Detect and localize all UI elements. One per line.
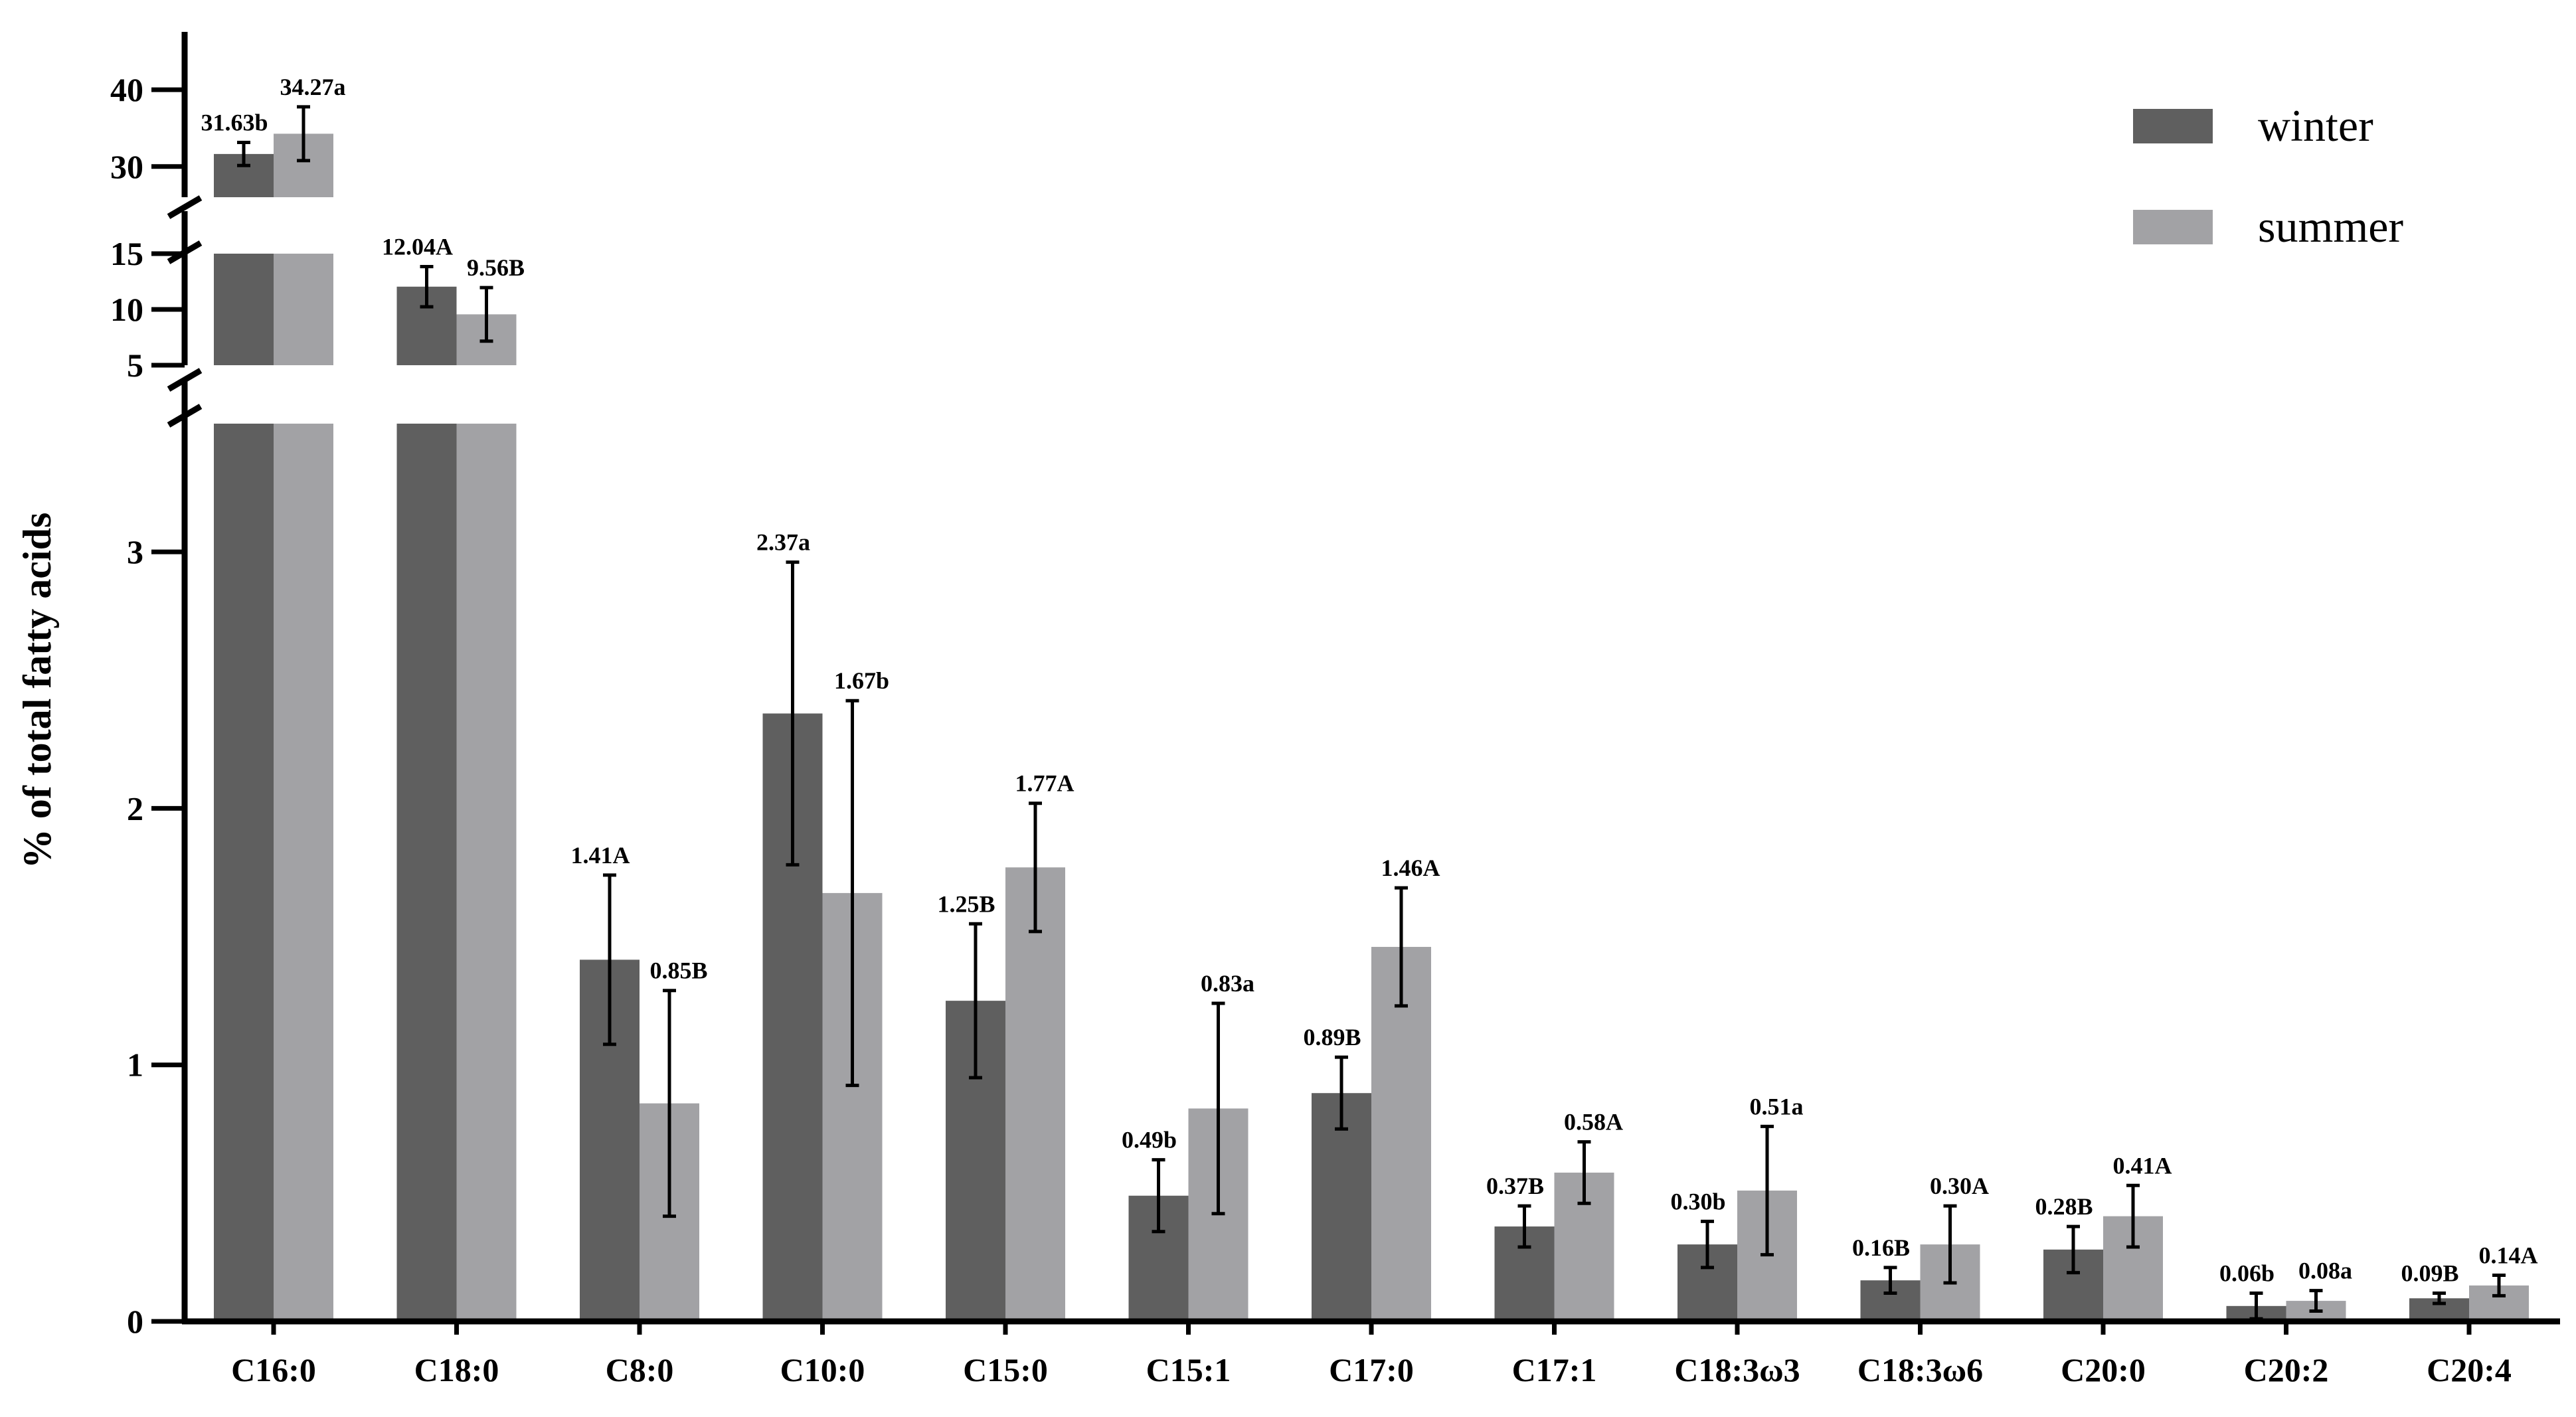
x-tick-label-C20:4: C20:4 — [2427, 1351, 2512, 1388]
bar-winter-C16:0-segment-0 — [214, 424, 274, 1321]
error-bar-winter-C10:0 — [786, 560, 800, 867]
y-tick-label-30: 30 — [110, 148, 143, 185]
y-tick-label-0: 0 — [127, 1303, 143, 1340]
bar-summer-C16:0-segment-1 — [274, 254, 333, 365]
bar-winter-C16:0-segment-1 — [214, 254, 274, 365]
y-tick-label-15: 15 — [110, 235, 143, 272]
y-tick-label-5: 5 — [127, 347, 143, 384]
data-label-summer-C20:2: 0.08a — [2298, 1258, 2352, 1284]
error-bar-summer-C17:0 — [1395, 886, 1408, 1008]
bar-summer-C15:0 — [1005, 867, 1065, 1321]
data-label-winter-C20:4: 0.09B — [2401, 1260, 2458, 1287]
data-label-winter-C18:0: 12.04A — [382, 233, 453, 260]
legend-label-summer: summer — [2258, 201, 2403, 252]
y-tick-label-40: 40 — [110, 71, 143, 108]
data-label-summer-C20:4: 0.14A — [2479, 1242, 2538, 1268]
bar-summer-C18:0-segment-0 — [456, 424, 517, 1321]
x-tick-label-C15:1: C15:1 — [1146, 1351, 1231, 1388]
data-label-summer-C18:3ω3: 0.51a — [1750, 1093, 1804, 1120]
x-tick-label-C20:2: C20:2 — [2244, 1351, 2329, 1388]
legend-entry-winter: winter — [2133, 100, 2373, 151]
y-tick-label-10: 10 — [110, 291, 143, 328]
data-label-summer-C18:3ω6: 0.30A — [1930, 1173, 1989, 1199]
bar-winter-C18:0-segment-0 — [396, 424, 457, 1321]
data-label-winter-C20:2: 0.06b — [2219, 1260, 2275, 1287]
x-tick-label-C16:0: C16:0 — [231, 1351, 316, 1388]
error-bar-summer-C18:3ω6 — [1943, 1204, 1957, 1285]
error-bar-winter-C8:0 — [603, 873, 616, 1046]
error-bar-summer-C20:0 — [2126, 1183, 2140, 1249]
y-axis-label: % of total fatty acids — [15, 513, 59, 869]
error-bar-winter-C17:0 — [1335, 1055, 1348, 1131]
data-label-winter-C18:3ω3: 0.30b — [1670, 1188, 1725, 1214]
error-bar-summer-C15:1 — [1211, 1001, 1225, 1216]
data-label-winter-C20:0: 0.28B — [2035, 1193, 2093, 1220]
error-bar-winter-C16:0 — [237, 141, 250, 167]
error-bar-summer-C8:0 — [663, 989, 676, 1218]
data-label-winter-C17:0: 0.89B — [1303, 1024, 1361, 1050]
data-label-winter-C8:0: 1.41A — [571, 842, 630, 869]
bar-summer-C17:0 — [1371, 947, 1431, 1321]
error-bar-winter-C20:4 — [2433, 1292, 2446, 1305]
bars-layer — [214, 105, 2529, 1321]
data-label-summer-C15:1: 0.83a — [1201, 970, 1254, 997]
data-label-winter-C18:3ω6: 0.16B — [1852, 1234, 1910, 1261]
data-label-summer-C16:0: 34.27a — [280, 74, 346, 100]
data-label-summer-C17:1: 0.58A — [1564, 1109, 1623, 1135]
data-label-summer-C10:0: 1.67b — [834, 667, 889, 694]
data-label-winter-C16:0: 31.63b — [201, 110, 268, 136]
bar-winter-C17:0 — [1312, 1093, 1371, 1321]
error-bar-winter-C18:3ω3 — [1701, 1219, 1714, 1270]
legend-swatch-winter — [2133, 109, 2213, 143]
data-label-summer-C20:0: 0.41A — [2113, 1152, 2172, 1179]
axis-break-mark — [167, 404, 203, 428]
x-tick-label-C10:0: C10:0 — [780, 1351, 865, 1388]
error-bar-summer-C20:4 — [2492, 1273, 2506, 1297]
error-bar-winter-C20:0 — [2067, 1224, 2080, 1275]
error-bar-winter-C17:1 — [1517, 1204, 1531, 1249]
y-tick-label-2: 2 — [127, 790, 143, 827]
error-bar-summer-C10:0 — [845, 699, 859, 1088]
data-label-winter-C15:1: 0.49b — [1122, 1127, 1177, 1153]
x-tick-label-C18:3ω6: C18:3ω6 — [1857, 1351, 1983, 1388]
error-bar-winter-C18:3ω6 — [1883, 1266, 1897, 1295]
legend-label-winter: winter — [2258, 100, 2373, 151]
x-tick-label-C8:0: C8:0 — [606, 1351, 674, 1388]
data-label-summer-C15:0: 1.77A — [1015, 770, 1074, 797]
legend-swatch-summer — [2133, 210, 2213, 244]
axis-break-mark — [167, 195, 203, 219]
y-tick-label-3: 3 — [127, 533, 143, 570]
legend-entry-summer: summer — [2133, 201, 2403, 252]
x-tick-label-C18:0: C18:0 — [414, 1351, 499, 1388]
x-tick-label-C17:1: C17:1 — [1512, 1351, 1597, 1388]
error-bar-summer-C15:0 — [1029, 801, 1042, 934]
axis-break-mark — [167, 368, 203, 392]
data-label-summer-C17:0: 1.46A — [1381, 855, 1440, 881]
data-label-winter-C10:0: 2.37a — [756, 529, 810, 556]
error-bar-summer-C18:3ω3 — [1760, 1124, 1774, 1257]
error-bar-winter-C15:1 — [1152, 1158, 1165, 1234]
data-label-winter-C15:0: 1.25B — [937, 890, 995, 917]
error-bar-winter-C18:0 — [420, 264, 434, 309]
labels-layer: 31.63b 34.27a C16:0 12.04A 9.56B C18:0 1.41A 0.… — [110, 71, 2538, 1388]
x-tick-label-C17:0: C17:0 — [1329, 1351, 1414, 1388]
x-tick-label-C15:0: C15:0 — [963, 1351, 1048, 1388]
data-label-winter-C17:1: 0.37B — [1486, 1173, 1544, 1199]
x-tick-label-C20:0: C20:0 — [2061, 1351, 2146, 1388]
error-bar-summer-C16:0 — [297, 105, 310, 163]
error-bar-summer-C18:0 — [479, 286, 493, 343]
axes-layer — [151, 32, 2560, 1335]
error-bar-summer-C20:2 — [2309, 1289, 2323, 1313]
x-tick-label-C18:3ω3: C18:3ω3 — [1674, 1351, 1800, 1388]
data-label-summer-C18:0: 9.56B — [467, 254, 525, 281]
legend: winter summer — [2133, 100, 2403, 252]
y-tick-label-1: 1 — [127, 1046, 143, 1084]
bar-summer-C16:0-segment-0 — [274, 424, 333, 1321]
error-bar-winter-C15:0 — [969, 922, 982, 1080]
data-label-summer-C8:0: 0.85B — [649, 958, 707, 984]
error-bar-summer-C17:1 — [1577, 1140, 1591, 1205]
